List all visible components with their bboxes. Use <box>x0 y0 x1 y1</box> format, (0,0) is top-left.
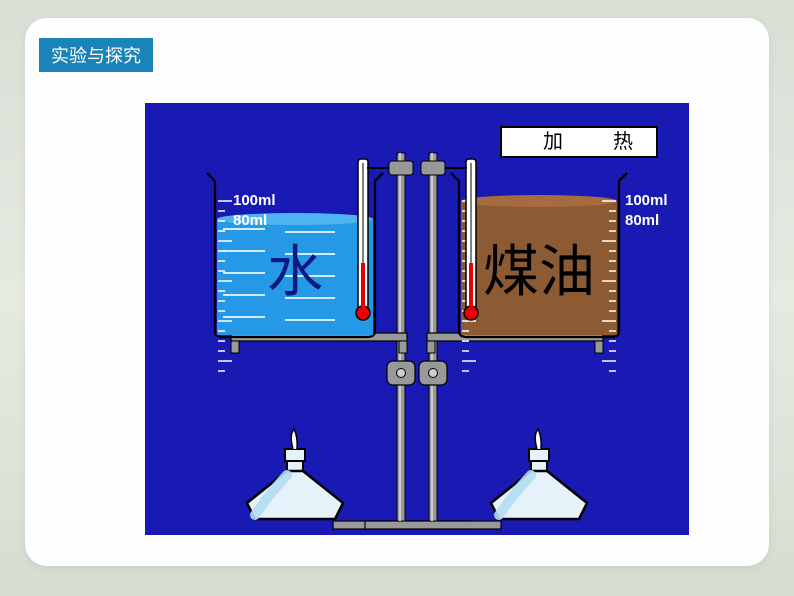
svg-text:加: 加 <box>543 130 563 153</box>
svg-text:热: 热 <box>613 130 633 153</box>
scale-100: 100ml <box>625 192 668 209</box>
scale-80: 80ml <box>233 212 267 229</box>
liquid-label: 水 <box>267 242 323 304</box>
scale-80: 80ml <box>625 212 659 229</box>
heat-button[interactable]: 加热 <box>501 127 657 157</box>
liquid-label: 煤油 <box>483 242 595 304</box>
slide-card: 实验与探究 100ml80ml水100ml80ml煤油加热 <box>25 18 769 566</box>
experiment-stage: 100ml80ml水100ml80ml煤油加热 <box>145 103 689 535</box>
scale-100: 100ml <box>233 192 276 209</box>
section-tag: 实验与探究 <box>39 38 153 72</box>
